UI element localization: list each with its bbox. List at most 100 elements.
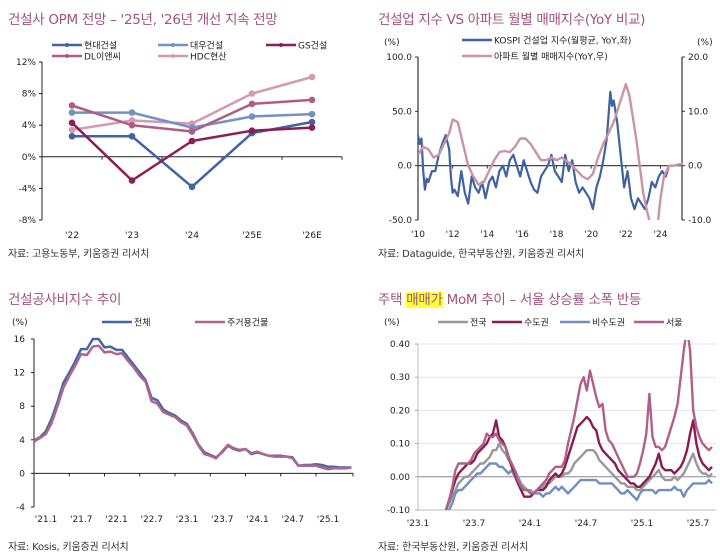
c1-data-point: [188, 183, 196, 191]
c1-data-point: [68, 109, 76, 116]
chart4-title: 주택 매매가 MoM 추이 – 서울 상승률 소폭 반등: [378, 288, 641, 308]
c2-left-unit: (%): [384, 38, 400, 48]
c3-series-line: [33, 344, 352, 471]
c1-legend-item-marker: [171, 43, 175, 47]
c4-x-tick-label: '24.1: [519, 519, 542, 529]
c1-y-tick-label: 0%: [22, 153, 37, 163]
c3-x-tick-label: '23.7: [211, 515, 234, 525]
c3-y-tick-label: 8: [19, 402, 25, 412]
c4-legend-item-label: 서울: [666, 318, 683, 329]
c2-left-tick-label: 100.0: [386, 53, 412, 63]
c1-data-point: [188, 128, 196, 135]
c2-right-tick-label: 0.0: [688, 162, 703, 172]
c3-legend-item-label: 주거용건물: [227, 318, 268, 329]
c4-y-tick-label: 0.30: [390, 373, 410, 383]
chart2-source: 자료: Dataguide, 한국부동산원, 키움증권 리서치: [378, 249, 585, 260]
c1-legend-item-label: DL이앤씨: [84, 52, 121, 63]
c2-x-tick-label: '14: [480, 230, 494, 240]
c2-x-tick-label: '20: [584, 230, 598, 240]
chart3-source: 자료: Kosis, 키움증권 리서치: [8, 542, 129, 553]
c4-series-line: [447, 462, 713, 510]
c4-legend-item-label: 비수도권: [592, 317, 625, 329]
c2-x-tick-label: '24: [654, 230, 668, 240]
c4-series-line: [444, 415, 713, 510]
c1-legend-item-marker: [171, 54, 175, 58]
c2-right-tick-label: -10.0: [688, 216, 712, 226]
c4-legend-item-label: 전국: [470, 318, 487, 329]
c3-y-tick-label: -4: [16, 503, 25, 513]
c1-y-tick-label: 8%: [22, 90, 37, 100]
c4-y-tick-label: -0.10: [387, 506, 411, 516]
c1-data-point: [68, 126, 76, 134]
c2-left-tick-label: 50.0: [392, 107, 412, 117]
c2-right-tick-label: 10.0: [688, 107, 708, 117]
c1-data-point: [248, 113, 256, 120]
c3-x-tick-label: '21.7: [70, 515, 93, 525]
c1-data-point: [188, 137, 196, 145]
c1-data-point: [128, 109, 136, 116]
c2-right-unit: (%): [697, 38, 713, 48]
c3-x-tick-label: '21.1: [35, 515, 58, 525]
c1-x-tick-label: '22: [65, 231, 79, 241]
chart3-title: 건설공사비지수 추이: [8, 292, 122, 308]
c3-y-tick-label: 12: [14, 369, 25, 379]
c3-x-tick-label: '24.1: [246, 515, 269, 525]
c1-legend-item-marker: [65, 43, 69, 47]
c4-y-tick-label: 0.20: [390, 406, 410, 416]
c1-data-point: [128, 121, 136, 129]
c1-y-tick-label: 12%: [16, 58, 36, 68]
c1-data-point: [128, 177, 136, 184]
chart1-source: 자료: 고용노동부, 키움증권 리서치: [8, 249, 150, 260]
chart4-title-pre: 주택: [378, 292, 407, 308]
c1-data-point: [308, 96, 316, 104]
c1-legend-item-label: 현대건설: [84, 41, 117, 52]
c4-x-tick-label: '25.1: [631, 519, 654, 529]
c3-x-tick-label: '22.7: [140, 515, 163, 525]
c1-data-point: [248, 127, 256, 135]
c4-series-line: [444, 442, 713, 510]
c3-x-tick-label: '24.7: [281, 515, 304, 525]
c1-y-tick-label: -8%: [18, 216, 36, 226]
chart4-source: 자료: 한국부동산원, 키움증권 리서치: [378, 542, 529, 553]
c1-legend-item-marker: [65, 54, 69, 58]
c3-x-tick-label: '22.1: [105, 515, 128, 525]
c1-data-point: [308, 73, 316, 81]
c1-legend-item-label: 대우건설: [190, 41, 223, 52]
c3-unit: (%): [12, 318, 28, 328]
c2-right-tick-label: 20.0: [688, 53, 708, 63]
c1-data-point: [248, 100, 256, 108]
c1-legend-item-label: HDC현산: [190, 52, 227, 63]
c1-x-tick-label: '23: [125, 231, 139, 241]
c1-data-point: [68, 132, 76, 140]
c2-x-tick-label: '10: [411, 230, 425, 240]
c3-x-tick-label: '23.1: [176, 515, 199, 525]
c2-x-tick-label: '12: [446, 230, 460, 240]
c4-y-tick-label: 0.10: [390, 440, 410, 450]
c4-x-tick-label: '23.7: [463, 519, 486, 529]
c3-y-tick-label: 4: [19, 436, 25, 446]
c4-x-tick-label: '23.1: [407, 519, 430, 529]
chart4-title-post: MoM 추이 – 서울 상승률 소폭 반등: [442, 292, 642, 308]
c1-data-point: [68, 102, 76, 109]
c1-data-point: [308, 110, 316, 118]
c2-x-tick-label: '22: [619, 230, 633, 240]
c4-legend-item-label: 수도권: [524, 317, 549, 329]
c1-data-point: [308, 118, 316, 126]
c2-legend-item-label: 아파트 월별 매매지수(YoY,우): [494, 51, 608, 63]
c2-legend-item-label: KOSPI 건설업 지수(월평균, YoY,좌): [494, 35, 631, 47]
c2-series-apt: [418, 82, 684, 220]
c3-y-tick-label: 16: [14, 335, 26, 345]
chart2-title: 건설업 지수 VS 아파트 월별 매매지수(YoY 비교): [378, 12, 646, 28]
c2-left-tick-label: 0.0: [398, 162, 413, 172]
c3-y-tick-label: 0: [19, 469, 25, 479]
c4-unit: (%): [384, 318, 400, 328]
c2-series-kospi: [418, 90, 673, 211]
c1-legend-item-label: GS건설: [298, 41, 327, 52]
c4-x-tick-label: '25.7: [687, 519, 710, 529]
c1-data-point: [248, 90, 256, 97]
c1-data-point: [308, 124, 316, 131]
c1-y-tick-label: -4%: [18, 184, 36, 194]
c3-series-line: [33, 337, 352, 469]
c2-x-tick-label: '16: [515, 230, 529, 240]
